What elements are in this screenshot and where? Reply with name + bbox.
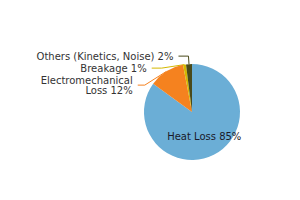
svg-text:Electromechanical: Electromechanical [40, 74, 133, 86]
svg-text:Loss 12%: Loss 12% [85, 85, 132, 96]
svg-text:Others (Kinetics, Noise) 2%: Others (Kinetics, Noise) 2% [37, 51, 174, 62]
svg-text:Breakage 1%: Breakage 1% [80, 63, 146, 74]
svg-text:Heat Loss 85%: Heat Loss 85% [167, 131, 241, 142]
